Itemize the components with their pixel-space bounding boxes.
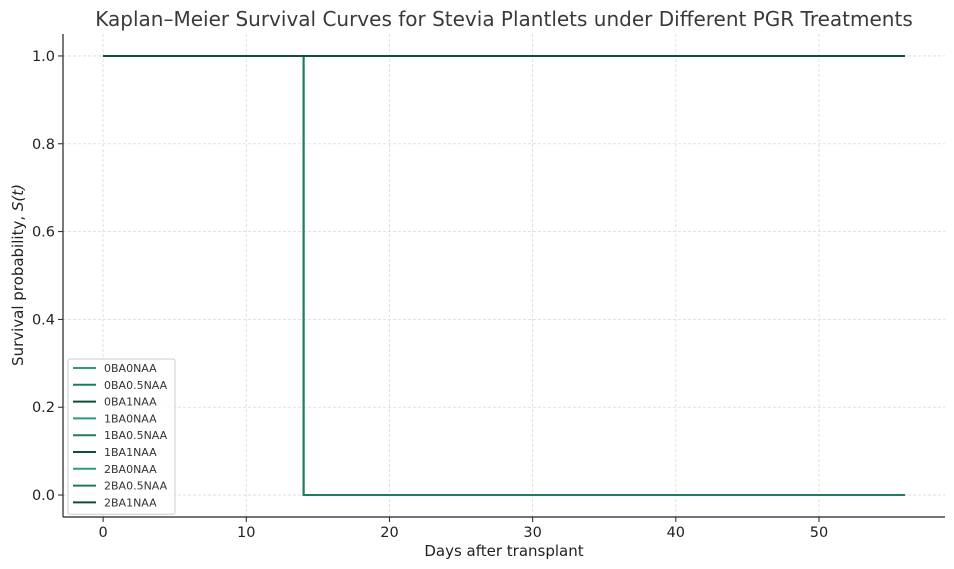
legend-label: 2BA0NAA [104, 463, 157, 476]
x-tick-label: 10 [237, 525, 255, 541]
series-line-0BA0NAA [103, 54, 905, 497]
series-lines [103, 54, 905, 497]
legend-label: 1BA0NAA [104, 412, 157, 425]
grid [63, 34, 945, 517]
x-tick-label: 40 [667, 525, 685, 541]
x-tick-label: 20 [380, 525, 398, 541]
x-tick-label: 30 [523, 525, 541, 541]
series-line-2BA0NAA [103, 54, 905, 497]
ticks: 0 10 20 30 40 50 0.0 0.2 0.4 0.6 0.8 1.0 [32, 49, 828, 541]
legend-label: 2BA1NAA [104, 496, 157, 509]
y-tick-label: 0.2 [32, 400, 55, 416]
legend: 0BA0NAA 0BA0.5NAA 0BA1NAA 1BA0NAA 1BA0.5NAA 1… [67, 358, 176, 515]
legend-label: 1BA0.5NAA [104, 429, 168, 442]
y-axis-label: Survival probability, S(t) [9, 184, 27, 366]
y-tick-label: 0.4 [32, 312, 55, 328]
y-tick-label: 0.6 [32, 225, 55, 241]
axes [62, 34, 945, 518]
y-axis-label-math: S(t) [9, 184, 27, 211]
chart-title: Kaplan–Meier Survival Curves for Stevia … [95, 7, 913, 31]
x-tick-label: 0 [98, 525, 107, 541]
series-line-1BA0NAA [103, 54, 905, 497]
legend-label: 1BA1NAA [104, 446, 157, 459]
y-tick-label: 0.8 [32, 137, 55, 153]
series-line-2BA0.5NAA [103, 54, 905, 497]
y-tick-label: 1.0 [32, 49, 55, 65]
legend-box [67, 358, 176, 515]
y-tick-label: 0.0 [32, 488, 55, 504]
series-line-0BA0.5NAA [103, 54, 905, 497]
legend-label: 2BA0.5NAA [104, 480, 168, 493]
legend-label: 0BA1NAA [104, 396, 157, 409]
series-line-1BA0.5NAA [103, 54, 905, 497]
y-axis-label-prefix: Survival probability, [9, 211, 27, 366]
x-axis-label: Days after transplant [424, 542, 583, 560]
legend-label: 0BA0.5NAA [104, 379, 168, 392]
x-tick-label: 50 [810, 525, 828, 541]
legend-label: 0BA0NAA [104, 362, 157, 375]
